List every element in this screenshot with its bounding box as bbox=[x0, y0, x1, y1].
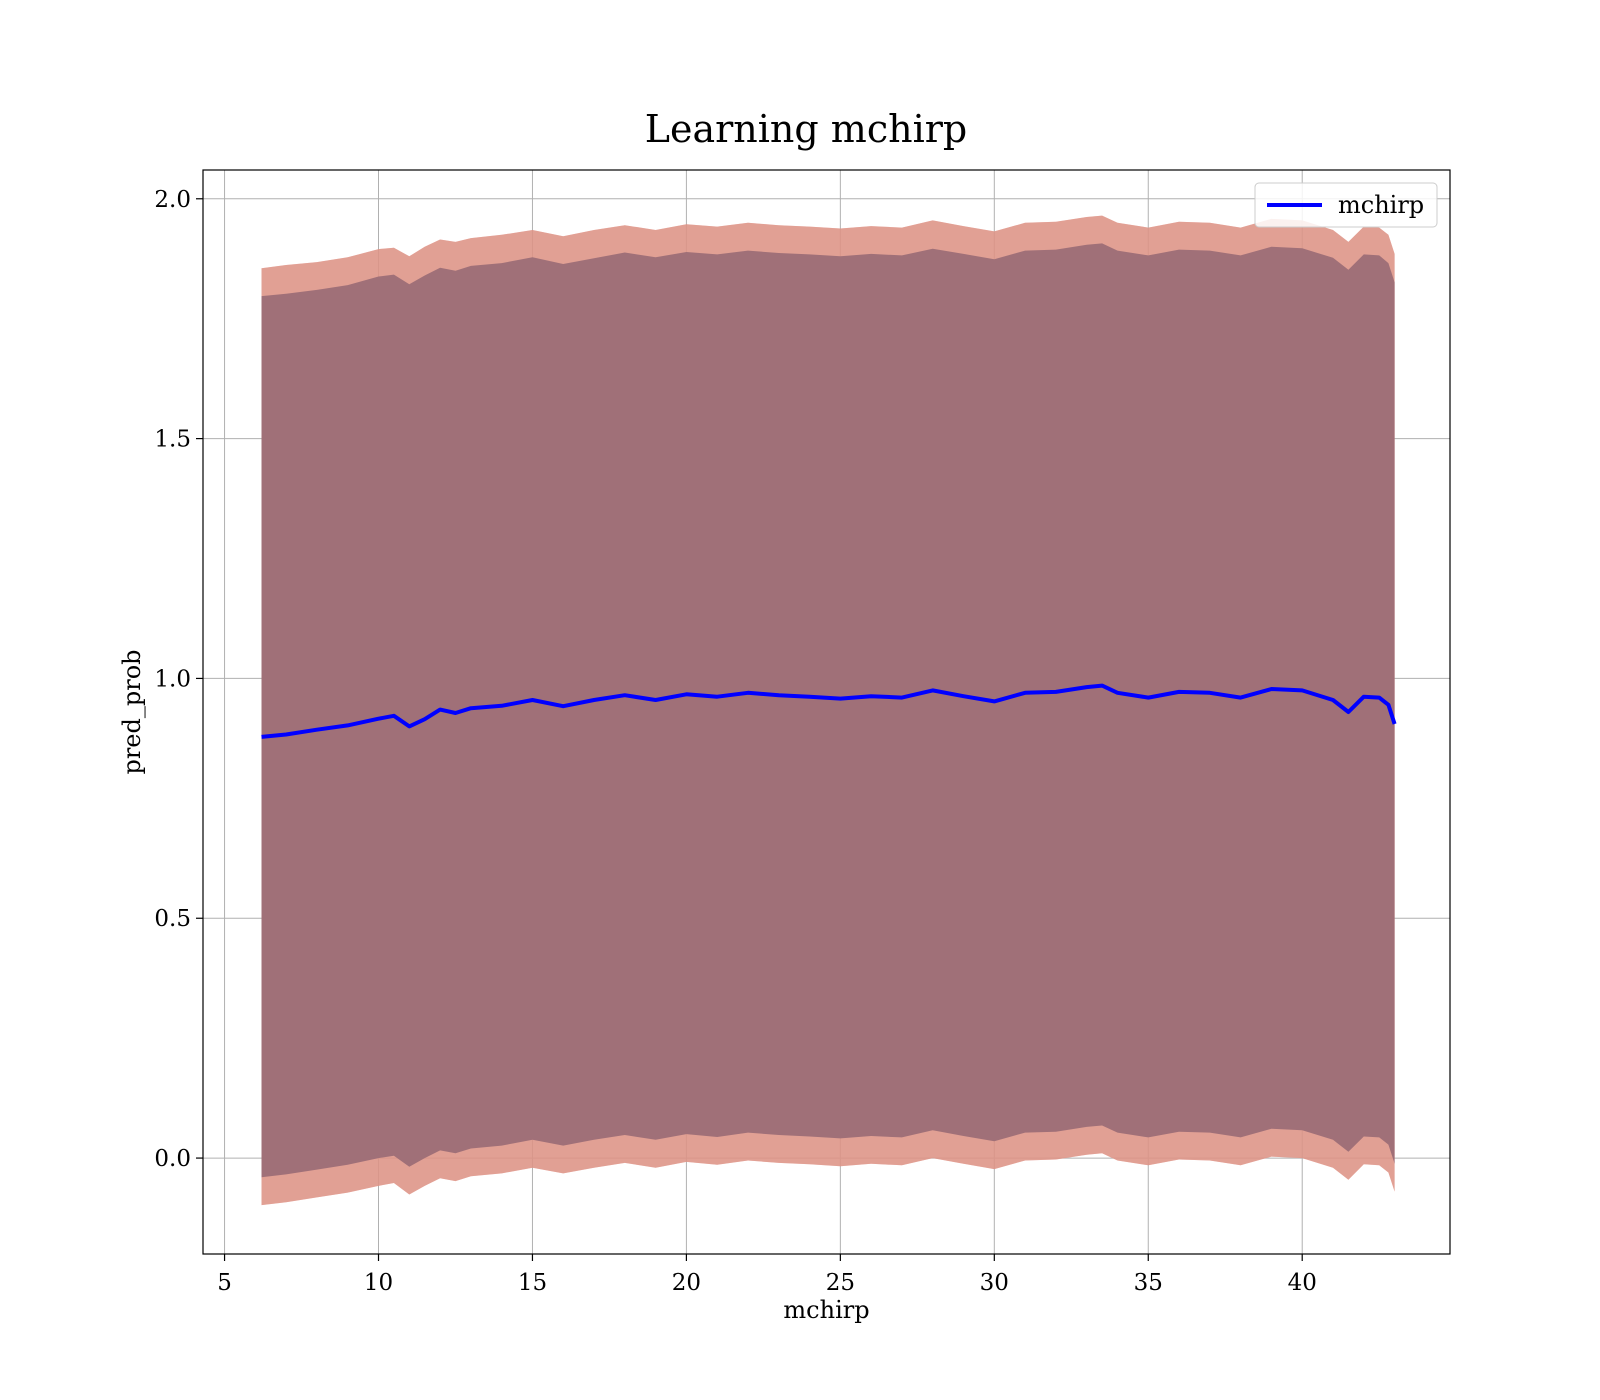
axis-ticks: 5 10 15 20 25 30 35 40 0.0 0.5 1.0 1.5 2.0 bbox=[154, 187, 1316, 1296]
plot-frame bbox=[202, 169, 1451, 1255]
x-tick-label: 30 bbox=[980, 1270, 1009, 1296]
x-tick-label: 20 bbox=[672, 1270, 701, 1296]
y-tick-label: 2.0 bbox=[154, 187, 191, 213]
confidence-bands bbox=[261, 215, 1395, 1206]
series-lines bbox=[261, 683, 1397, 739]
x-tick-label: 5 bbox=[217, 1270, 232, 1296]
legend-box bbox=[1254, 182, 1438, 228]
chart-title: Learning mchirp bbox=[645, 107, 967, 151]
x-tick-label: 15 bbox=[518, 1270, 547, 1296]
x-tick-label: 10 bbox=[364, 1270, 393, 1296]
x-axis-label: mchirp bbox=[783, 1296, 869, 1324]
x-tick-label: 40 bbox=[1288, 1270, 1317, 1296]
inner-confidence-band bbox=[261, 243, 1395, 1178]
legend-label: mchirp bbox=[1338, 191, 1424, 219]
series-line-mchirp bbox=[261, 683, 1397, 739]
y-tick-label: 1.5 bbox=[154, 427, 191, 453]
y-tick-label: 1.0 bbox=[154, 666, 191, 692]
legend: mchirp bbox=[1254, 182, 1438, 228]
x-tick-label: 35 bbox=[1134, 1270, 1163, 1296]
y-axis-label: pred_prob bbox=[118, 649, 146, 774]
x-tick-label: 25 bbox=[826, 1270, 855, 1296]
y-tick-label: 0.5 bbox=[154, 906, 191, 932]
y-tick-label: 0.0 bbox=[154, 1146, 191, 1172]
